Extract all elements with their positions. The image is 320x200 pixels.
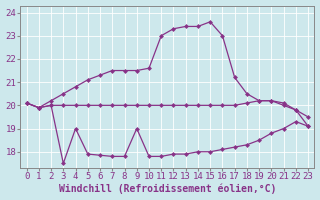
X-axis label: Windchill (Refroidissement éolien,°C): Windchill (Refroidissement éolien,°C)	[59, 184, 276, 194]
